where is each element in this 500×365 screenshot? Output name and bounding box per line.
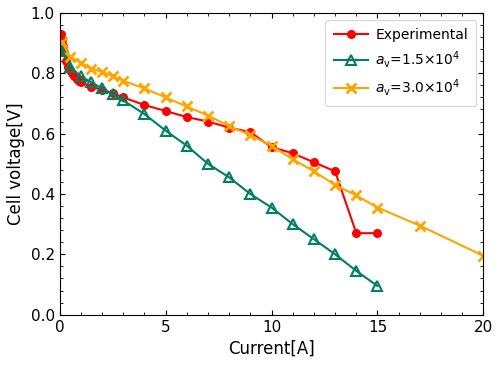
- $a_\mathrm{v}$=3.0$\times$10$^4$: [226, 124, 232, 128]
- Experimental: [65, 65, 71, 69]
- Experimental: [354, 231, 360, 235]
- $a_\mathrm{v}$=3.0$\times$10$^4$: [184, 104, 190, 109]
- Experimental: [58, 38, 64, 42]
- $a_\mathrm{v}$=3.0$\times$10$^4$: [78, 61, 84, 65]
- Experimental: [67, 68, 73, 73]
- $a_\mathrm{v}$=1.5$\times$10$^4$: [184, 143, 190, 148]
- Line: $a_\mathrm{v}$=1.5$\times$10$^4$: $a_\mathrm{v}$=1.5$\times$10$^4$: [57, 46, 382, 291]
- Experimental: [63, 59, 69, 64]
- $a_\mathrm{v}$=3.0$\times$10$^4$: [142, 86, 148, 91]
- $a_\mathrm{v}$=1.5$\times$10$^4$: [120, 98, 126, 103]
- Experimental: [70, 71, 75, 76]
- Experimental: [142, 103, 148, 107]
- Experimental: [110, 91, 116, 95]
- Experimental: [374, 231, 380, 235]
- $a_\mathrm{v}$=3.0$\times$10$^4$: [311, 169, 317, 173]
- $a_\mathrm{v}$=1.5$\times$10$^4$: [58, 49, 64, 53]
- Experimental: [226, 126, 232, 130]
- $a_\mathrm{v}$=3.0$\times$10$^4$: [248, 133, 254, 137]
- $a_\mathrm{v}$=3.0$\times$10$^4$: [58, 39, 64, 44]
- Experimental: [74, 77, 80, 81]
- Experimental: [120, 95, 126, 100]
- $a_\mathrm{v}$=1.5$\times$10$^4$: [226, 175, 232, 180]
- $a_\mathrm{v}$=1.5$\times$10$^4$: [268, 205, 274, 210]
- Line: Experimental: Experimental: [57, 30, 382, 237]
- $a_\mathrm{v}$=1.5$\times$10$^4$: [374, 284, 380, 288]
- Experimental: [184, 115, 190, 119]
- $a_\mathrm{v}$=1.5$\times$10$^4$: [88, 80, 94, 85]
- $a_\mathrm{v}$=1.5$\times$10$^4$: [67, 65, 73, 69]
- Experimental: [248, 130, 254, 134]
- $a_\mathrm{v}$=3.0$\times$10$^4$: [268, 143, 274, 148]
- $a_\mathrm{v}$=3.0$\times$10$^4$: [67, 54, 73, 59]
- $a_\mathrm{v}$=1.5$\times$10$^4$: [354, 269, 360, 273]
- Experimental: [332, 169, 338, 173]
- $a_\mathrm{v}$=1.5$\times$10$^4$: [205, 162, 211, 166]
- Line: $a_\mathrm{v}$=3.0$\times$10$^4$: $a_\mathrm{v}$=3.0$\times$10$^4$: [57, 37, 488, 261]
- $a_\mathrm{v}$=3.0$\times$10$^4$: [120, 78, 126, 83]
- $a_\mathrm{v}$=3.0$\times$10$^4$: [99, 70, 105, 74]
- $a_\mathrm{v}$=1.5$\times$10$^4$: [162, 128, 168, 133]
- Experimental: [78, 80, 84, 85]
- Y-axis label: Cell voltage[V]: Cell voltage[V]: [7, 103, 25, 225]
- Experimental: [60, 44, 66, 48]
- $a_\mathrm{v}$=3.0$\times$10$^4$: [374, 205, 380, 210]
- X-axis label: Current[A]: Current[A]: [228, 340, 315, 358]
- $a_\mathrm{v}$=1.5$\times$10$^4$: [311, 237, 317, 241]
- Experimental: [311, 160, 317, 165]
- $a_\mathrm{v}$=1.5$\times$10$^4$: [248, 192, 254, 196]
- $a_\mathrm{v}$=3.0$\times$10$^4$: [290, 157, 296, 161]
- Experimental: [99, 88, 105, 92]
- $a_\mathrm{v}$=1.5$\times$10$^4$: [290, 222, 296, 226]
- $a_\mathrm{v}$=1.5$\times$10$^4$: [78, 74, 84, 78]
- Experimental: [290, 151, 296, 155]
- Experimental: [162, 109, 168, 113]
- Experimental: [61, 50, 67, 54]
- Experimental: [88, 85, 94, 89]
- $a_\mathrm{v}$=1.5$\times$10$^4$: [142, 112, 148, 116]
- $a_\mathrm{v}$=3.0$\times$10$^4$: [332, 183, 338, 187]
- $a_\mathrm{v}$=3.0$\times$10$^4$: [205, 113, 211, 118]
- $a_\mathrm{v}$=3.0$\times$10$^4$: [88, 66, 94, 71]
- $a_\mathrm{v}$=3.0$\times$10$^4$: [110, 74, 116, 78]
- $a_\mathrm{v}$=3.0$\times$10$^4$: [162, 95, 168, 100]
- Experimental: [76, 78, 82, 83]
- $a_\mathrm{v}$=1.5$\times$10$^4$: [110, 92, 116, 97]
- Experimental: [58, 32, 64, 36]
- Experimental: [72, 74, 78, 78]
- $a_\mathrm{v}$=3.0$\times$10$^4$: [354, 193, 360, 198]
- $a_\mathrm{v}$=3.0$\times$10$^4$: [417, 223, 423, 228]
- Legend: Experimental, $a_\mathrm{v}$=1.5$\times$10$^4$, $a_\mathrm{v}$=3.0$\times$10$^4$: Experimental, $a_\mathrm{v}$=1.5$\times$…: [326, 20, 476, 107]
- Experimental: [268, 145, 274, 149]
- Experimental: [205, 119, 211, 124]
- $a_\mathrm{v}$=1.5$\times$10$^4$: [99, 86, 105, 91]
- $a_\mathrm{v}$=1.5$\times$10$^4$: [332, 252, 338, 257]
- $a_\mathrm{v}$=3.0$\times$10$^4$: [480, 254, 486, 258]
